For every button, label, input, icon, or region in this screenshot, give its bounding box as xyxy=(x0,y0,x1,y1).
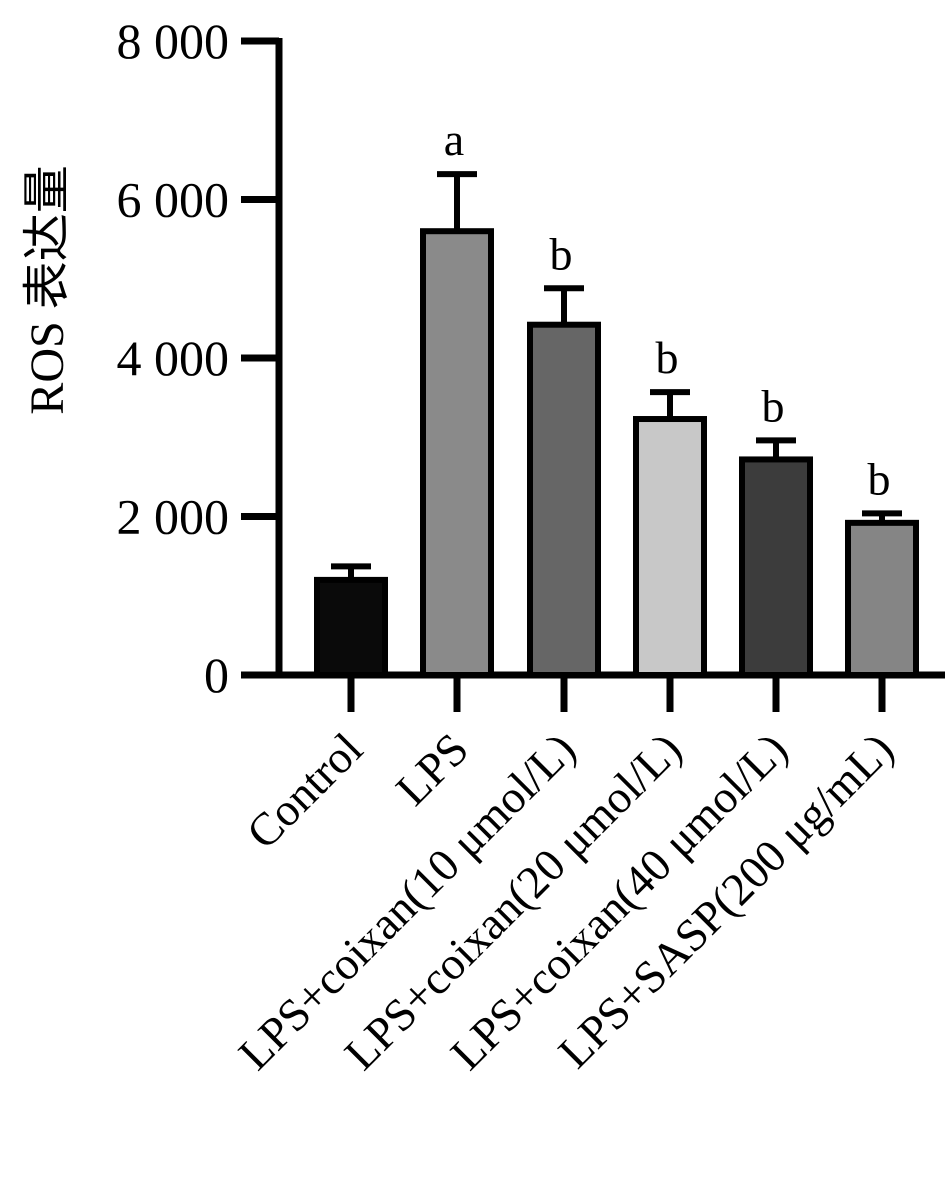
x-tick-label: Control xyxy=(237,723,372,858)
bar xyxy=(845,519,919,679)
y-tick-label: 8 000 xyxy=(117,13,230,69)
significance-label: a xyxy=(444,114,464,165)
y-tick-label: 2 000 xyxy=(117,489,230,545)
significance-label: b xyxy=(656,332,679,383)
bar xyxy=(314,576,388,679)
significance-label: b xyxy=(762,380,785,431)
x-tick-label: LPS xyxy=(386,723,478,815)
bar xyxy=(420,228,494,678)
bar xyxy=(739,456,813,678)
significance-label: b xyxy=(868,453,891,504)
bar xyxy=(633,416,707,678)
y-tick-label: 0 xyxy=(204,647,229,703)
y-axis-label: ROS 表达量 xyxy=(21,165,74,414)
y-tick-label: 4 000 xyxy=(117,330,230,386)
bar xyxy=(527,321,601,678)
significance-label: b xyxy=(550,228,573,279)
y-tick-label: 6 000 xyxy=(117,172,230,228)
